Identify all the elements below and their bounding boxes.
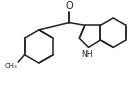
Text: O: O — [65, 1, 73, 11]
Text: NH: NH — [81, 50, 92, 59]
Text: CH₃: CH₃ — [4, 63, 17, 69]
